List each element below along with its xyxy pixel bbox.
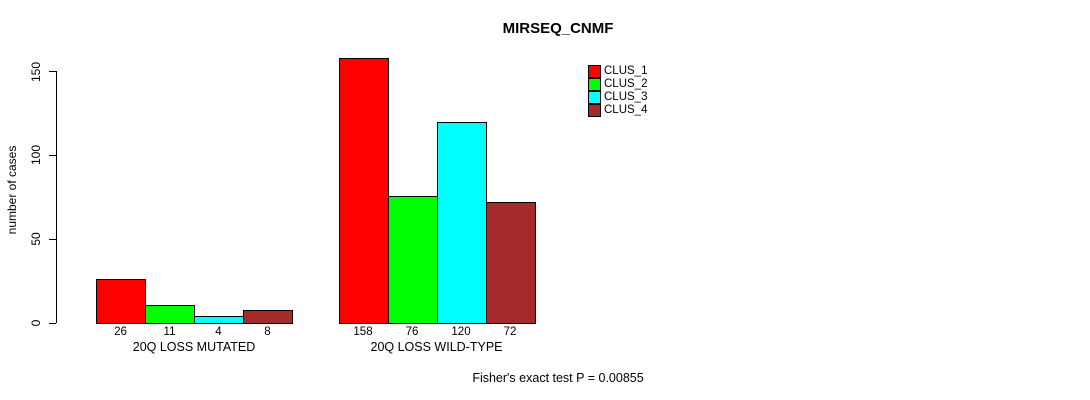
bar-clus_1 xyxy=(96,279,146,324)
y-axis-label: number of cases xyxy=(5,145,19,235)
fisher-test-annotation: Fisher's exact test P = 0.00855 xyxy=(472,371,644,385)
category-label: 20Q LOSS MUTATED xyxy=(132,340,256,354)
bar-value-label: 76 xyxy=(405,325,419,338)
legend-label: CLUS_1 xyxy=(604,65,648,77)
legend-label: CLUS_3 xyxy=(604,91,648,103)
bar-clus_3 xyxy=(436,121,487,324)
y-axis-tick xyxy=(49,238,56,240)
bar-clus_2 xyxy=(387,195,438,324)
chart-title: MIRSEQ_CNMF xyxy=(502,20,614,37)
bar-clus_4 xyxy=(243,309,293,324)
bar-value-label: 120 xyxy=(451,325,471,338)
legend-swatch-clus_2 xyxy=(588,78,601,91)
bar-value-label: 72 xyxy=(503,325,517,338)
bar-value-label: 11 xyxy=(163,325,176,338)
y-axis-tick-label: 150 xyxy=(29,61,43,82)
bar-value-label: 158 xyxy=(353,325,373,338)
legend-swatch-clus_1 xyxy=(588,65,601,78)
bar-value-label: 26 xyxy=(114,325,127,338)
legend-label: CLUS_2 xyxy=(604,78,648,90)
bar-value-label: 8 xyxy=(264,325,271,338)
category-label: 20Q LOSS WILD-TYPE xyxy=(370,340,503,354)
y-axis-tick-label: 50 xyxy=(29,232,43,246)
bar-clus_3 xyxy=(194,316,244,324)
bar-value-label: 4 xyxy=(215,325,222,338)
y-axis-tick-label: 0 xyxy=(29,319,43,327)
bar-clus_2 xyxy=(145,304,195,324)
bar-clus_4 xyxy=(485,202,536,324)
y-axis-tick xyxy=(49,154,56,156)
legend-label: CLUS_4 xyxy=(604,104,648,116)
legend-swatch-clus_3 xyxy=(588,91,601,104)
y-axis-line xyxy=(56,71,57,324)
y-axis-tick xyxy=(49,71,56,73)
legend-swatch-clus_4 xyxy=(588,104,601,117)
y-axis-tick-label: 100 xyxy=(29,145,43,166)
y-axis-tick xyxy=(49,322,56,324)
bar-clus_1 xyxy=(338,58,389,324)
